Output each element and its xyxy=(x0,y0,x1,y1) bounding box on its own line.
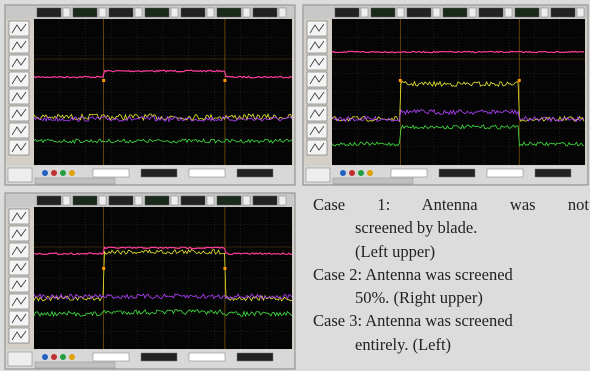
toolbar-display xyxy=(479,8,503,17)
toolbar-icon xyxy=(63,196,70,205)
toolbar-icon xyxy=(469,8,476,17)
caption-line: Case 1: Antenna was not xyxy=(313,193,589,216)
scope-screenshot xyxy=(5,5,295,185)
channel-indicator xyxy=(358,170,364,176)
caption-line: Case 3: Antenna was screened xyxy=(313,309,589,332)
caption-line: Case 2: Antenna was screened xyxy=(313,263,589,286)
status-field xyxy=(141,169,177,177)
toolbar-display xyxy=(145,8,169,17)
status-field xyxy=(141,353,177,361)
channel-indicator xyxy=(42,354,48,360)
toolbar-display xyxy=(181,8,205,17)
toolbar-display xyxy=(217,8,241,17)
status-button xyxy=(8,352,32,366)
status-field xyxy=(237,169,273,177)
toolbar-display xyxy=(515,8,539,17)
cursor-marker xyxy=(102,79,105,82)
toolbar-display xyxy=(217,196,241,205)
toolbar-display xyxy=(335,8,359,17)
toolbar-display xyxy=(73,8,97,17)
toolbar-display xyxy=(73,196,97,205)
status-field xyxy=(391,169,427,177)
toolbar-icon xyxy=(397,8,404,17)
page: Case 1: Antenna was notscreened by blade… xyxy=(0,0,590,371)
toolbar-display xyxy=(407,8,431,17)
toolbar-icon xyxy=(99,8,106,17)
toolbar-icon xyxy=(171,196,178,205)
toolbar-display xyxy=(109,196,133,205)
scope-screenshot xyxy=(5,193,295,369)
toolbar-icon xyxy=(243,8,250,17)
channel-indicator xyxy=(367,170,373,176)
cursor-marker xyxy=(399,79,402,82)
cursor-marker xyxy=(223,267,226,270)
toolbar-icon xyxy=(63,8,70,17)
channel-indicator xyxy=(69,354,75,360)
toolbar-display xyxy=(37,8,61,17)
toolbar-icon xyxy=(99,196,106,205)
caption-line: entirely. (Left) xyxy=(313,333,589,356)
status-field xyxy=(237,353,273,361)
toolbar-icon xyxy=(135,196,142,205)
tab-strip xyxy=(35,178,115,184)
toolbar-icon xyxy=(577,8,584,17)
channel-indicator xyxy=(51,354,57,360)
toolbar-icon xyxy=(135,8,142,17)
toolbar-display xyxy=(37,196,61,205)
toolbar-icon xyxy=(433,8,440,17)
status-field xyxy=(189,169,225,177)
cursor-marker xyxy=(102,267,105,270)
scope-screenshot xyxy=(303,5,588,185)
channel-indicator xyxy=(340,170,346,176)
cursor-marker xyxy=(223,79,226,82)
toolbar-display xyxy=(253,196,277,205)
toolbar-display xyxy=(181,196,205,205)
channel-indicator xyxy=(60,354,66,360)
caption-line: screened by blade. xyxy=(313,216,589,239)
status-field xyxy=(439,169,475,177)
channel-indicator xyxy=(51,170,57,176)
toolbar-icon xyxy=(207,8,214,17)
caption-line: 50%. (Right upper) xyxy=(313,286,589,309)
channel-indicator xyxy=(60,170,66,176)
toolbar-display xyxy=(443,8,467,17)
status-field xyxy=(93,169,129,177)
toolbar-icon xyxy=(171,8,178,17)
cursor-marker xyxy=(518,79,521,82)
toolbar-display xyxy=(253,8,277,17)
status-button xyxy=(306,168,330,182)
channel-indicator xyxy=(349,170,355,176)
toolbar-icon xyxy=(207,196,214,205)
toolbar-icon xyxy=(361,8,368,17)
toolbar-display xyxy=(109,8,133,17)
toolbar-icon xyxy=(243,196,250,205)
channel-indicator xyxy=(42,170,48,176)
toolbar-display xyxy=(371,8,395,17)
toolbar-icon xyxy=(541,8,548,17)
toolbar-display xyxy=(551,8,575,17)
caption-line: (Left upper) xyxy=(313,240,589,263)
status-button xyxy=(8,168,32,182)
channel-indicator xyxy=(69,170,75,176)
status-field xyxy=(93,353,129,361)
tab-strip xyxy=(35,362,115,368)
toolbar-icon xyxy=(279,196,286,205)
status-field xyxy=(535,169,571,177)
status-field xyxy=(189,353,225,361)
tab-strip xyxy=(333,178,413,184)
toolbar-icon xyxy=(505,8,512,17)
status-field xyxy=(487,169,523,177)
toolbar-icon xyxy=(279,8,286,17)
toolbar-display xyxy=(145,196,169,205)
